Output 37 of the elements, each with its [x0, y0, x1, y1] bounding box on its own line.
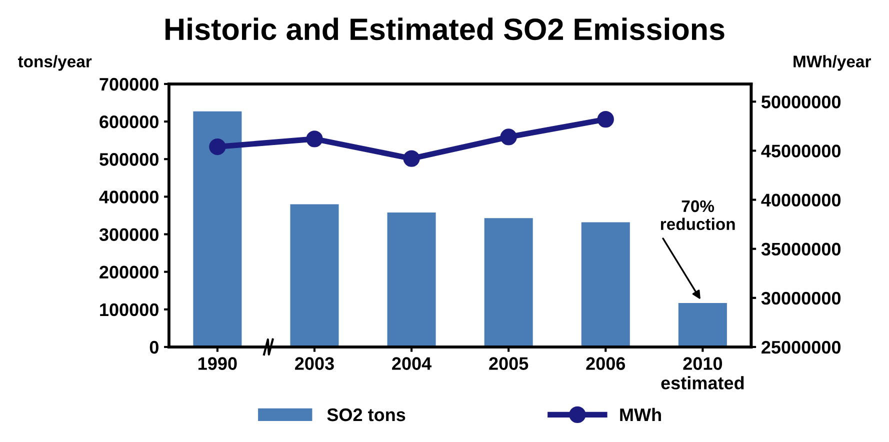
y2-tick-label: 50000000 — [761, 96, 841, 108]
bar — [484, 218, 533, 347]
x-tick-label: 2006 — [586, 357, 626, 370]
y2-tick-label: 45000000 — [761, 144, 841, 158]
y-tick-label: 400000 — [99, 190, 158, 204]
bar — [678, 303, 727, 347]
point — [306, 130, 323, 148]
y2-tick-label: 30000000 — [761, 292, 841, 305]
y2-tick-label: 35000000 — [761, 242, 841, 256]
y2-tick-label: 40000000 — [761, 194, 841, 206]
y-tick-label: 0 — [150, 340, 158, 354]
y2-tick-label: 25000000 — [762, 340, 841, 354]
annotation: 70% reduction — [660, 200, 735, 230]
legend-label: MWh — [620, 408, 661, 422]
x-tick-label: 2010 estimated — [661, 357, 744, 390]
chart-title: Historic and Estimated SO2 Emissions — [166, 18, 724, 40]
x-tick-label: 2004 — [392, 357, 432, 370]
x-tick-label: 2003 — [295, 357, 334, 370]
point — [597, 110, 614, 128]
point — [209, 138, 226, 156]
legend-label: SO2 tons — [327, 408, 406, 422]
bar — [581, 222, 630, 347]
y-tick-label: 600000 — [100, 115, 158, 128]
point — [403, 150, 420, 167]
x-tick-label: 1990 — [198, 357, 237, 370]
bar — [387, 212, 436, 347]
point — [500, 128, 517, 146]
bar — [193, 111, 242, 347]
x-tick-label: 2005 — [489, 357, 528, 370]
y-tick-label: 100000 — [100, 303, 158, 316]
bar — [290, 204, 339, 347]
y-tick-label: 700000 — [100, 78, 158, 91]
y-axis-title: tons/year — [18, 55, 92, 71]
y2-axis-title: MWh/year — [794, 55, 871, 71]
y-tick-label: 300000 — [99, 228, 158, 242]
y-tick-label: 500000 — [100, 153, 158, 166]
y-tick-label: 200000 — [100, 266, 158, 279]
